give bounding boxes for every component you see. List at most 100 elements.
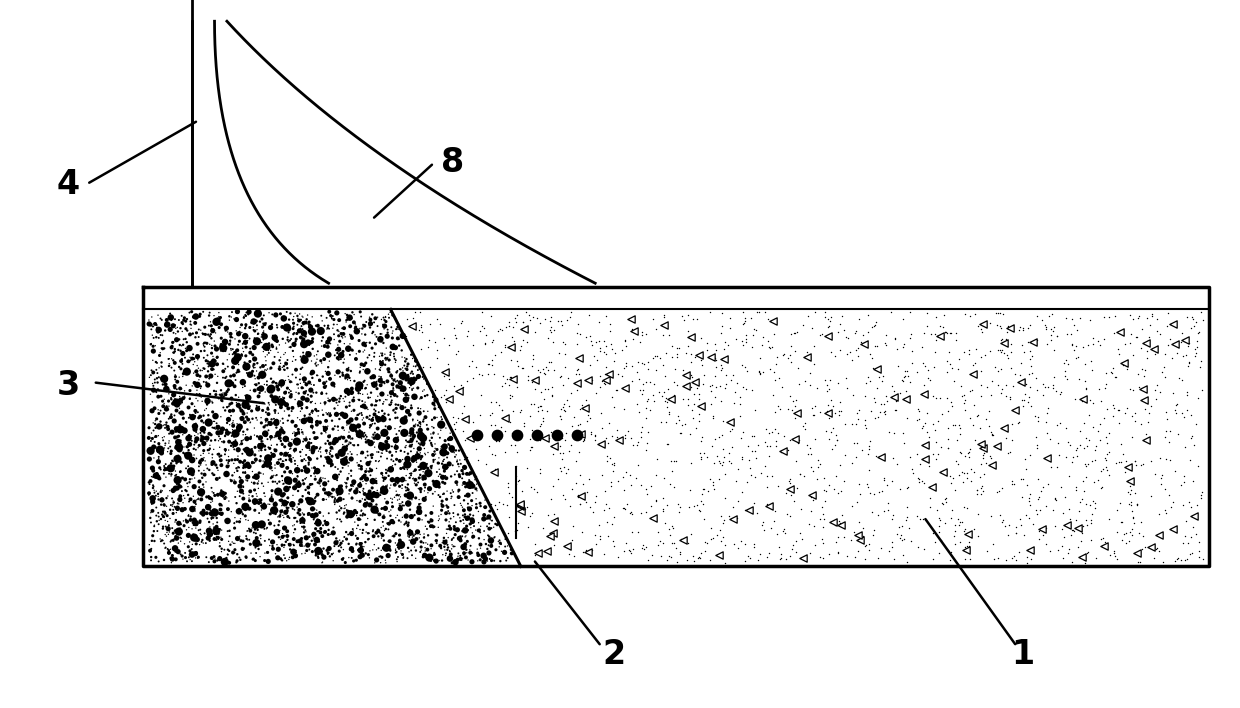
Point — [362, 343, 382, 354]
Point — [327, 353, 347, 364]
Point — [320, 407, 340, 418]
Point — [143, 472, 162, 483]
Point — [184, 359, 203, 370]
Point — [441, 493, 461, 504]
Point — [445, 451, 465, 462]
Point — [1141, 491, 1161, 502]
Point — [286, 328, 306, 339]
Point — [430, 491, 450, 503]
Point — [402, 549, 422, 561]
Point — [322, 450, 342, 462]
Point — [1153, 556, 1173, 568]
Point — [164, 504, 184, 515]
Point — [303, 336, 322, 347]
Point — [342, 506, 362, 518]
Point — [921, 328, 941, 339]
Point — [712, 364, 732, 375]
Point — [205, 469, 224, 481]
Point — [151, 485, 171, 496]
Point — [167, 479, 187, 490]
Point — [144, 384, 164, 396]
Point — [293, 512, 312, 523]
Point — [241, 433, 260, 444]
Point — [352, 549, 372, 561]
Point — [972, 481, 992, 492]
Point — [773, 525, 792, 537]
Point — [460, 547, 480, 559]
Point — [403, 368, 423, 379]
Point — [409, 443, 429, 455]
Point — [190, 515, 210, 527]
Point — [268, 486, 288, 497]
Point — [817, 406, 837, 417]
Point — [1083, 364, 1102, 375]
Point — [383, 474, 403, 486]
Point — [1043, 504, 1063, 515]
Point — [810, 330, 830, 341]
Point — [460, 457, 480, 469]
Point — [1018, 336, 1038, 347]
Point — [410, 504, 430, 515]
Point — [391, 399, 410, 411]
Point — [655, 473, 675, 484]
Point — [704, 483, 724, 494]
Point — [844, 526, 864, 537]
Point — [913, 342, 932, 353]
Point — [485, 499, 505, 510]
Point — [624, 314, 644, 325]
Point — [327, 307, 347, 319]
Point — [1013, 530, 1033, 541]
Point — [161, 411, 181, 422]
Point — [176, 486, 196, 497]
Point — [264, 376, 284, 387]
Point — [542, 426, 562, 438]
Point — [527, 312, 547, 324]
Point — [931, 409, 951, 420]
Point — [1069, 523, 1089, 535]
Point — [415, 510, 435, 521]
Point — [455, 509, 475, 520]
Point — [689, 552, 709, 563]
Point — [1179, 357, 1199, 368]
Point — [260, 498, 280, 510]
Point — [172, 348, 192, 359]
Point — [246, 456, 265, 467]
Point — [260, 418, 280, 429]
Point — [771, 447, 791, 458]
Point — [315, 382, 335, 393]
Point — [501, 342, 521, 353]
Point — [1097, 404, 1117, 415]
Point — [161, 469, 181, 480]
Point — [237, 525, 257, 537]
Point — [413, 549, 433, 561]
Point — [288, 379, 308, 390]
Point — [185, 501, 205, 512]
Point — [1090, 418, 1110, 430]
Point — [386, 547, 405, 559]
Point — [182, 556, 202, 567]
Point — [308, 515, 327, 527]
Point — [1115, 338, 1135, 350]
Point — [882, 537, 901, 548]
Point — [365, 489, 384, 501]
Point — [458, 468, 477, 479]
Point — [352, 473, 372, 484]
Point — [815, 495, 835, 506]
Point — [391, 491, 410, 503]
Point — [229, 530, 249, 542]
Point — [219, 455, 239, 467]
Point — [255, 351, 275, 362]
Point — [286, 333, 306, 345]
Point — [160, 324, 180, 335]
Point — [342, 439, 362, 450]
Point — [361, 314, 381, 326]
Point — [148, 326, 167, 337]
Point — [232, 406, 252, 417]
Point — [350, 477, 370, 489]
Point — [314, 421, 334, 433]
Point — [761, 470, 781, 481]
Point — [182, 523, 202, 535]
Point — [184, 529, 203, 540]
Point — [556, 428, 575, 439]
Point — [306, 349, 326, 360]
